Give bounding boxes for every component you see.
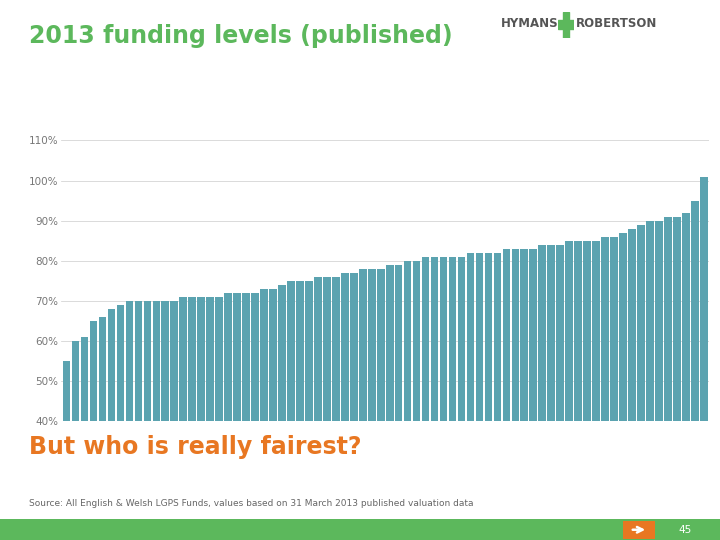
Bar	[521, 249, 528, 540]
Bar	[601, 237, 609, 540]
Bar	[539, 245, 546, 540]
Bar	[207, 297, 214, 540]
Bar	[449, 256, 456, 540]
Text: But who is really fairest?: But who is really fairest?	[29, 435, 361, 458]
Bar	[637, 225, 645, 540]
Bar	[458, 256, 465, 540]
Bar	[583, 241, 591, 540]
Bar	[691, 200, 698, 540]
Bar	[485, 253, 492, 540]
Bar	[558, 21, 574, 29]
Bar	[655, 221, 662, 540]
Bar	[368, 269, 376, 540]
Bar	[108, 309, 115, 540]
Bar	[503, 249, 510, 540]
Bar	[242, 293, 250, 540]
Bar	[359, 269, 366, 540]
Bar	[215, 297, 223, 540]
Bar	[189, 297, 196, 540]
Bar	[117, 305, 125, 540]
Bar	[664, 217, 672, 540]
Bar	[197, 297, 205, 540]
Bar	[386, 265, 394, 540]
Bar	[529, 249, 537, 540]
Bar	[476, 253, 483, 540]
Bar	[467, 253, 474, 540]
Bar	[72, 341, 79, 540]
Bar	[143, 301, 151, 540]
Bar	[171, 301, 178, 540]
Bar	[611, 237, 618, 540]
Bar	[90, 321, 97, 540]
Bar	[314, 277, 322, 540]
Bar	[494, 253, 501, 540]
Bar	[305, 281, 312, 540]
Text: Source: All English & Welsh LGPS Funds, values based on 31 March 2013 published : Source: All English & Welsh LGPS Funds, …	[29, 500, 473, 509]
Bar	[153, 301, 160, 540]
Bar	[225, 293, 232, 540]
Bar	[377, 269, 384, 540]
Bar	[431, 256, 438, 540]
Bar	[179, 297, 187, 540]
Bar	[287, 281, 294, 540]
Bar	[563, 12, 569, 38]
Bar	[646, 221, 654, 540]
Bar	[161, 301, 169, 540]
Bar	[673, 217, 680, 540]
Text: HYMANS: HYMANS	[500, 17, 558, 30]
Bar	[557, 245, 564, 540]
Bar	[619, 233, 627, 540]
Bar	[233, 293, 241, 540]
Bar	[593, 241, 600, 540]
Bar	[700, 177, 708, 540]
Bar	[628, 228, 636, 540]
Bar	[323, 277, 330, 540]
Bar	[440, 256, 447, 540]
Bar	[547, 245, 555, 540]
Bar	[682, 213, 690, 540]
Bar	[350, 273, 358, 540]
Bar	[422, 256, 429, 540]
Bar	[296, 281, 304, 540]
Bar	[269, 289, 276, 540]
Bar	[81, 337, 89, 540]
Bar	[99, 317, 107, 540]
Bar	[413, 261, 420, 540]
Bar	[404, 261, 411, 540]
Text: 45: 45	[678, 525, 691, 535]
Text: ROBERTSON: ROBERTSON	[576, 17, 657, 30]
Bar	[511, 249, 519, 540]
Bar	[135, 301, 143, 540]
Bar	[260, 289, 268, 540]
Bar	[278, 285, 286, 540]
Text: 2013 funding levels (published): 2013 funding levels (published)	[29, 24, 452, 48]
Bar	[341, 273, 348, 540]
Bar	[63, 361, 71, 540]
Bar	[125, 301, 133, 540]
Bar	[332, 277, 340, 540]
Bar	[251, 293, 259, 540]
Bar	[395, 265, 402, 540]
Bar	[565, 241, 573, 540]
Bar	[575, 241, 582, 540]
